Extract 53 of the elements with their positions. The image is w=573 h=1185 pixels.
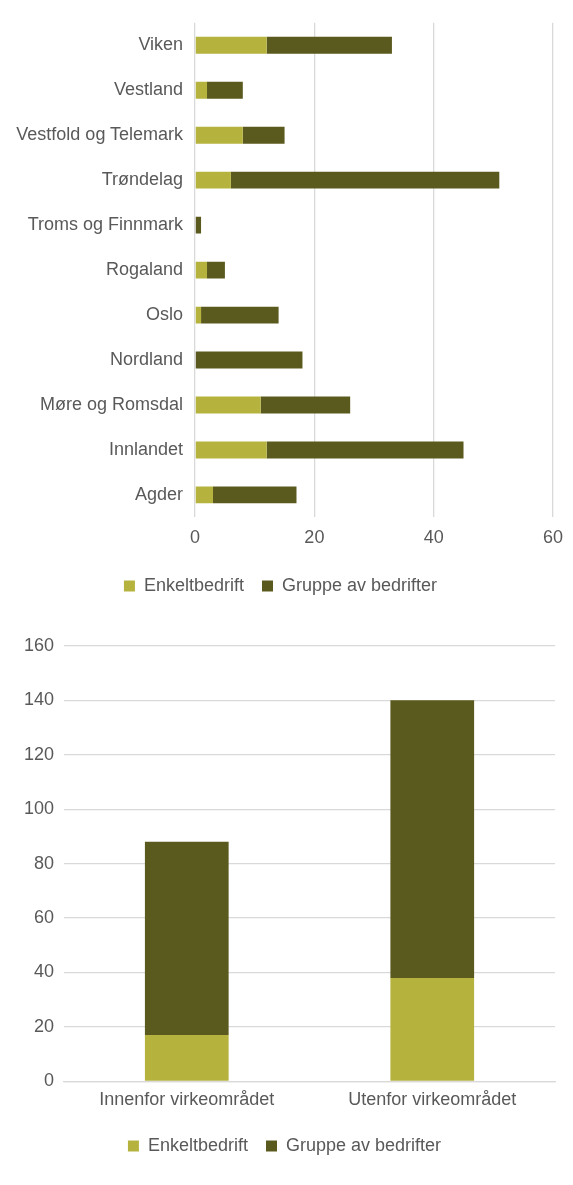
bar [144, 1035, 229, 1081]
bar [195, 351, 303, 369]
x-tick-label: 20 [304, 527, 325, 548]
x-tick-label: Innenfor virkeområdet [99, 1089, 275, 1110]
y-tick-label: Oslo [146, 304, 184, 325]
y-tick-label: 60 [34, 907, 55, 928]
bar [195, 216, 202, 234]
x-tick-label: 0 [190, 527, 201, 548]
y-tick-label: 140 [23, 689, 55, 710]
bar [230, 171, 500, 189]
y-tick-label: 120 [23, 743, 55, 764]
legend-label: Enkeltbedrift [143, 574, 244, 595]
x-tick-label: 40 [423, 527, 444, 548]
legend-label: Gruppe av bedrifter [281, 574, 438, 595]
bar [144, 841, 229, 1036]
y-tick-label: Viken [138, 34, 184, 55]
x-tick-label: 60 [542, 527, 563, 548]
y-tick-label: 20 [34, 1015, 55, 1036]
legend-label: Gruppe av bedrifter [285, 1134, 442, 1155]
bar [207, 81, 243, 99]
y-tick-label: Troms og Finnmark [27, 214, 185, 235]
bar [390, 977, 475, 1081]
bar [195, 81, 208, 99]
bar [195, 36, 267, 54]
bar [195, 396, 261, 414]
y-tick-label: 100 [23, 798, 55, 819]
bar [195, 261, 208, 279]
y-tick-label: Innlandet [109, 438, 184, 459]
bar [195, 126, 243, 144]
y-tick-label: Møre og Romsdal [40, 393, 184, 414]
x-tick-label: Utenfor virkeområdet [348, 1089, 517, 1110]
bar [266, 36, 392, 54]
bar [242, 126, 285, 144]
y-tick-label: Agder [135, 483, 184, 504]
y-tick-label: Nordland [110, 349, 184, 369]
y-tick-label: 0 [44, 1070, 55, 1091]
y-tick-label: Rogaland [106, 259, 184, 280]
bar [207, 261, 225, 279]
y-tick-label: Vestfold og Telemark [16, 124, 185, 145]
legend-label: Enkeltbedrift [147, 1134, 248, 1155]
bar [266, 441, 464, 459]
bar [195, 441, 267, 459]
y-tick-label: 160 [23, 634, 55, 655]
bar [260, 396, 351, 414]
bar [201, 306, 279, 324]
y-tick-label: Trøndelag [101, 169, 184, 190]
y-tick-label: Vestland [114, 79, 184, 100]
y-tick-label: 80 [34, 852, 55, 873]
bar [195, 486, 213, 504]
bar [195, 171, 231, 189]
y-tick-label: 40 [34, 961, 55, 982]
bar [390, 700, 475, 978]
bar [212, 486, 297, 504]
